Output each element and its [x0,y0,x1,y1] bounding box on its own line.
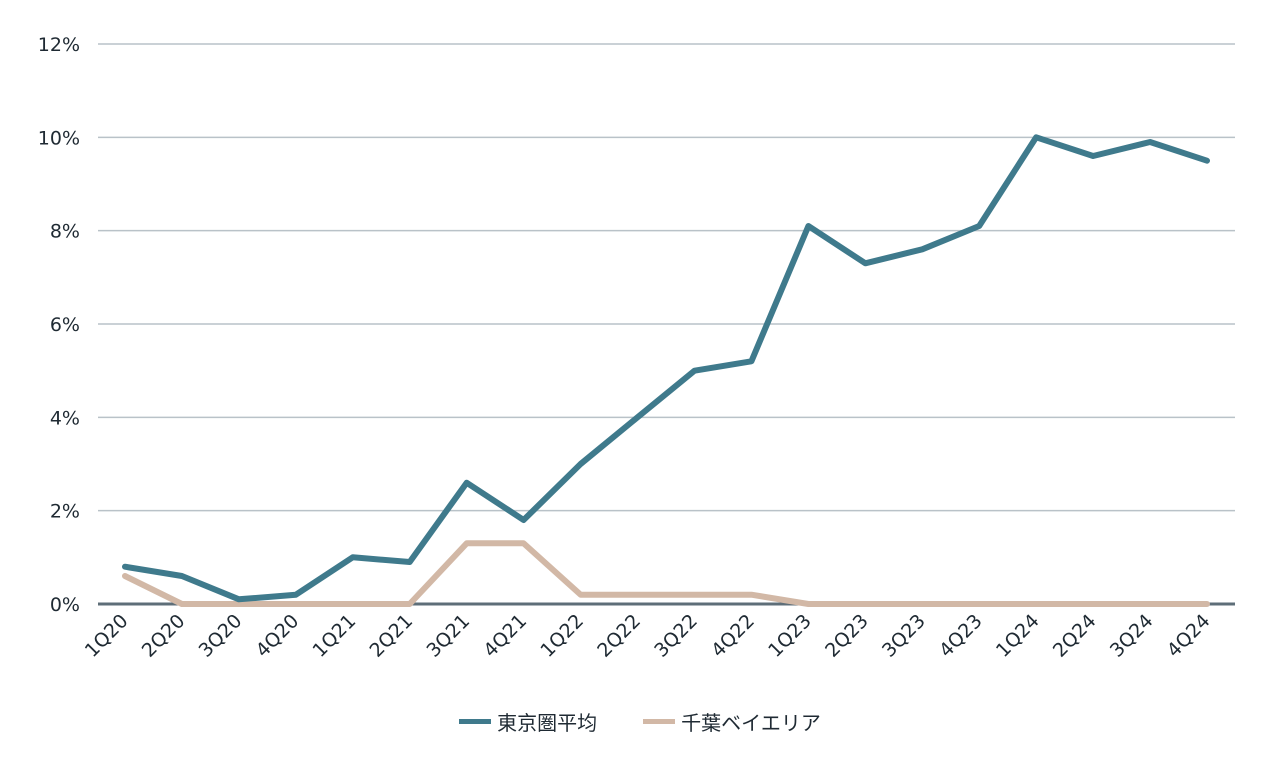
x-tick-label: 4Q23 [935,610,987,662]
x-tick-label: 2Q22 [593,610,645,662]
x-tick-label: 3Q24 [1106,610,1158,662]
x-tick-label: 4Q20 [252,610,304,662]
y-tick-label: 12% [38,34,80,56]
x-tick-label: 3Q20 [195,610,247,662]
legend-label-chiba: 千葉ベイエリア [681,711,821,735]
legend-label-tokyo: 東京圏平均 [497,711,598,735]
x-tick-label: 2Q23 [821,610,873,662]
x-tick-label: 1Q23 [764,610,816,662]
legend: 東京圏平均 千葉ベイエリア [0,707,1280,736]
x-axis-ticks: 1Q20 2Q20 3Q20 4Q20 1Q21 2Q21 3Q21 4Q21 1Q22 2Q22… [81,610,1215,662]
y-axis-ticks: 0% 2% 4% 6% 8% 10% 12% [38,34,80,616]
series-line [122,540,1210,607]
y-tick-label: 4% [50,407,80,429]
x-tick-label: 2Q21 [365,610,417,662]
legend-swatch-tokyo [459,719,492,724]
x-tick-label: 3Q22 [650,610,702,662]
x-tick-label: 3Q23 [878,610,930,662]
y-tick-label: 6% [50,314,80,336]
x-tick-label: 2Q20 [138,610,190,662]
x-tick-label: 1Q24 [992,610,1044,662]
x-tick-label: 1Q22 [536,610,588,662]
gridlines [98,43,1235,512]
y-tick-label: 10% [38,127,80,149]
x-tick-label: 3Q21 [422,610,474,662]
legend-swatch-chiba [643,719,676,724]
series-line [122,134,1210,603]
x-tick-label: 4Q24 [1163,610,1215,662]
series-lines [122,134,1210,607]
legend-item-chiba: 千葉ベイエリア [643,707,821,736]
x-tick-label: 1Q21 [309,610,361,662]
x-tick-label: 4Q22 [707,610,759,662]
y-tick-label: 8% [50,221,80,243]
x-tick-label: 4Q21 [479,610,531,662]
legend-item-tokyo: 東京圏平均 [459,707,597,736]
y-tick-label: 0% [50,594,80,616]
y-tick-label: 2% [50,501,80,523]
x-tick-label: 2Q24 [1049,610,1101,662]
x-tick-label: 1Q20 [81,610,133,662]
